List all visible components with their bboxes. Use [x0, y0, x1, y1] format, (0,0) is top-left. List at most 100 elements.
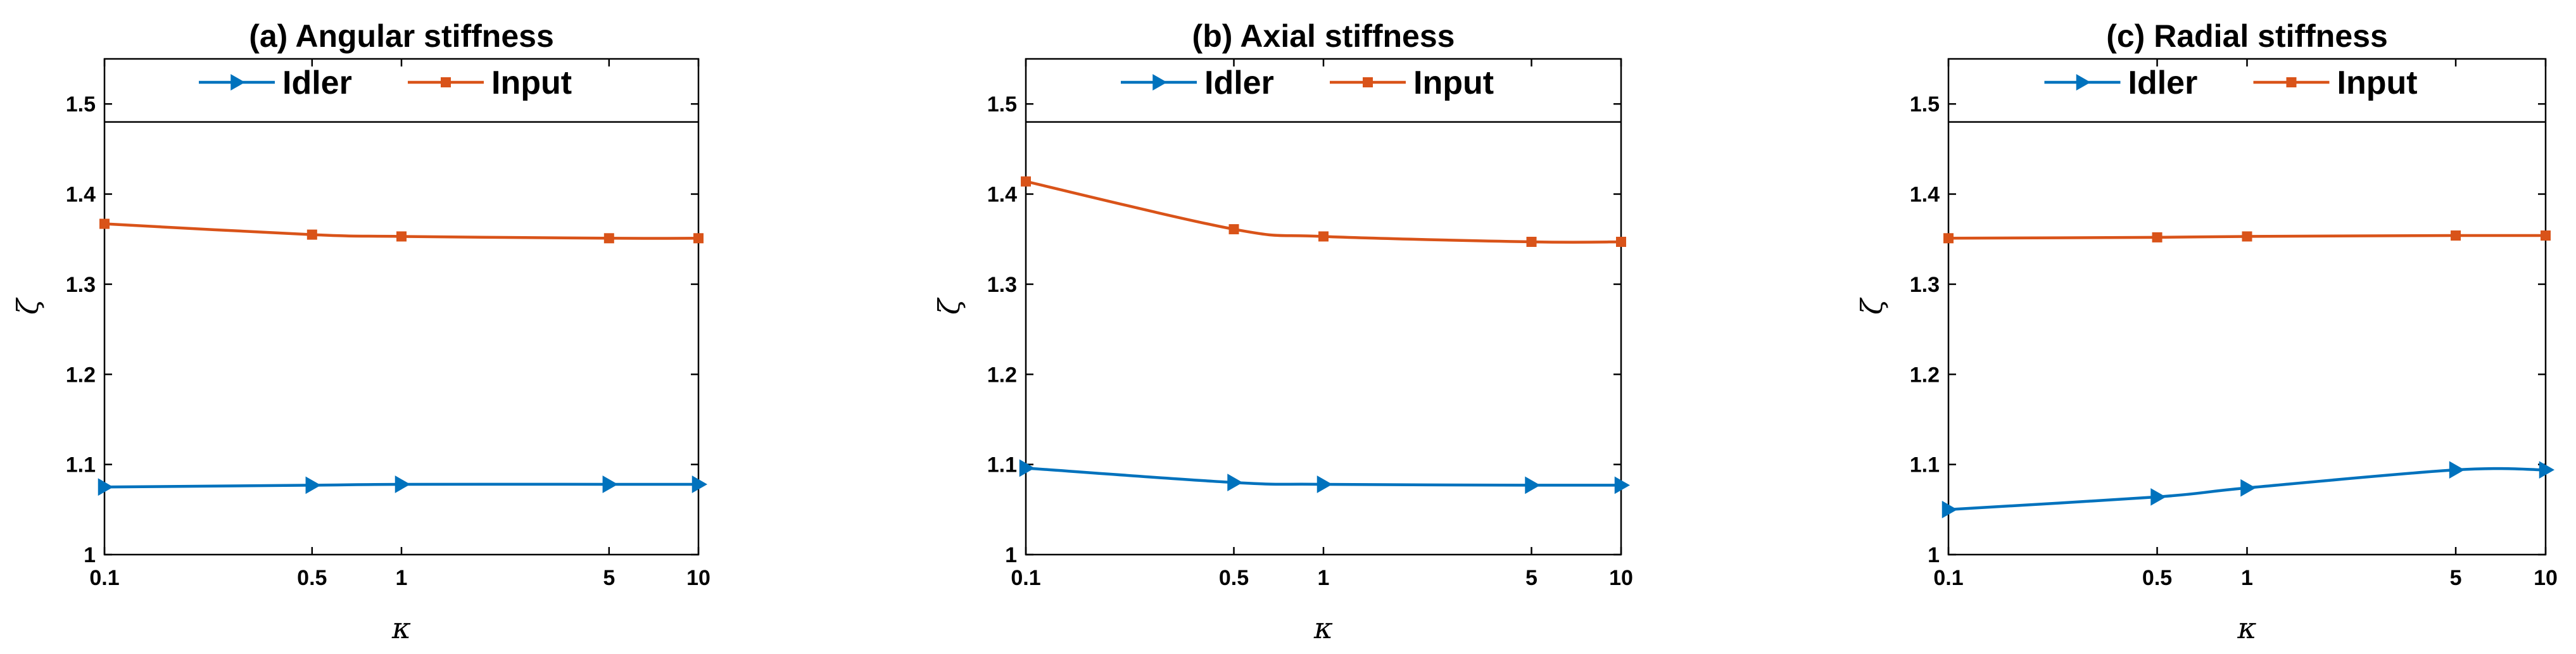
x-tick-label: 10 [1609, 566, 1633, 590]
data-point-marker [395, 475, 411, 493]
chart-title: (b) Axial stiffness [1192, 18, 1455, 54]
data-point-marker [1614, 476, 1631, 494]
y-axis-label: ζ [1855, 297, 1889, 315]
series-input [99, 218, 704, 244]
y-tick-label: 1.4 [66, 183, 96, 207]
series-input [1943, 230, 2551, 244]
x-tick-label: 10 [686, 566, 710, 590]
legend: Idler Input [1121, 65, 1494, 101]
legend-marker [2076, 74, 2091, 91]
y-tick-label: 1.3 [987, 273, 1017, 297]
y-tick-label: 1 [1928, 543, 1940, 567]
legend-item-idler: Idler [1121, 65, 1274, 101]
x-tick-label: 5 [2450, 566, 2462, 590]
legend-item-idler: Idler [2044, 65, 2198, 101]
data-point-marker [2539, 461, 2555, 479]
data-point-marker [306, 229, 317, 240]
chart-panel-3: 1 1.1 1.2 1.3 1.4 1.5 0.1 0.5 1 5 10 (c) Radial sti… [1855, 18, 2558, 645]
legend-marker [1152, 74, 1167, 91]
legend-item-input: Input [2253, 65, 2418, 101]
data-point-marker [1526, 236, 1537, 247]
series-input [1021, 176, 1626, 247]
data-point-marker [1227, 474, 1243, 491]
x-tick-label: 0.1 [1011, 566, 1040, 590]
legend-marker [230, 74, 245, 91]
y-tick-label: 1.4 [987, 183, 1017, 207]
data-point-marker [1318, 231, 1329, 242]
series-idler [1941, 461, 2555, 519]
data-point-marker [98, 478, 114, 496]
y-tick-label: 1.4 [1910, 183, 1940, 207]
data-point-marker [1316, 475, 1333, 493]
legend: Idler Input [199, 65, 572, 101]
legend-label: Idler [282, 65, 352, 101]
x-axis-label: κ [1313, 611, 1333, 645]
y-axis-label: ζ [932, 297, 966, 315]
data-point-marker [602, 475, 618, 493]
chart-panel-2: 1 1.1 1.2 1.3 1.4 1.5 0.1 0.5 1 5 10 (b) Axial stif… [932, 18, 1633, 645]
x-tick-label: 5 [603, 566, 615, 590]
data-point-marker [691, 475, 708, 493]
y-tick-label: 1.1 [987, 453, 1017, 477]
y-tick-label: 1.2 [987, 363, 1017, 387]
x-axis-label: κ [2237, 611, 2256, 645]
legend-marker [2286, 77, 2297, 87]
chart-panel-1: 1 1.1 1.2 1.3 1.4 1.5 0.1 0.5 1 5 10 (a) Angular st… [11, 18, 710, 645]
data-point-marker [603, 233, 614, 244]
data-point-marker [1021, 176, 1031, 187]
legend-item-input: Input [408, 65, 572, 101]
x-tick-label: 0.5 [2142, 566, 2172, 590]
y-tick-label: 1.1 [66, 453, 96, 477]
y-tick-label: 1.2 [66, 363, 96, 387]
x-tick-label: 10 [2534, 566, 2558, 590]
x-tick-label: 0.1 [1933, 566, 1963, 590]
y-tick-label: 1.2 [1910, 363, 1940, 387]
data-point-marker [2242, 231, 2252, 242]
y-tick-label: 1.3 [1910, 273, 1940, 297]
data-point-marker [693, 233, 704, 244]
legend-label: Idler [1204, 65, 1274, 101]
data-point-marker [99, 218, 110, 229]
legend-label: Input [491, 65, 572, 101]
legend-item-idler: Idler [199, 65, 352, 101]
data-point-marker [1943, 233, 1954, 244]
data-point-marker [1019, 459, 1035, 477]
legend-marker [1363, 77, 1373, 87]
data-point-marker [396, 231, 407, 242]
y-tick-label: 1 [84, 543, 96, 567]
legend-marker [441, 77, 451, 87]
y-tick-label: 1.1 [1910, 453, 1940, 477]
x-tick-label: 5 [1525, 566, 1537, 590]
chart-title: (c) Radial stiffness [2106, 18, 2388, 54]
x-tick-label: 1 [2241, 566, 2253, 590]
x-tick-label: 0.5 [297, 566, 327, 590]
legend: Idler Input [2044, 65, 2418, 101]
data-point-marker [1616, 236, 1626, 247]
x-tick-label: 1 [396, 566, 408, 590]
data-point-marker [2152, 232, 2162, 242]
data-point-marker [1525, 476, 1541, 494]
data-point-marker [2449, 461, 2465, 479]
y-axis-label: ζ [11, 297, 45, 315]
y-tick-label: 1 [1005, 543, 1017, 567]
data-point-marker [1941, 500, 1958, 519]
y-tick-label: 1.3 [66, 273, 96, 297]
legend-label: Input [1413, 65, 1494, 101]
data-point-marker [2240, 479, 2256, 497]
series-idler [98, 475, 708, 496]
y-tick-label: 1.5 [987, 92, 1017, 116]
chart-title: (a) Angular stiffness [249, 18, 554, 54]
y-tick-label: 1.5 [66, 92, 96, 116]
plot-area [1947, 58, 2547, 556]
series-idler [1019, 459, 1631, 494]
data-point-marker [2541, 230, 2551, 241]
data-point-marker [2451, 230, 2461, 241]
legend-label: Idler [2128, 65, 2198, 101]
legend-label: Input [2337, 65, 2418, 101]
x-tick-label: 0.1 [89, 566, 119, 590]
data-point-marker [305, 476, 321, 494]
data-point-marker [2150, 488, 2166, 506]
y-tick-label: 1.5 [1910, 92, 1940, 116]
